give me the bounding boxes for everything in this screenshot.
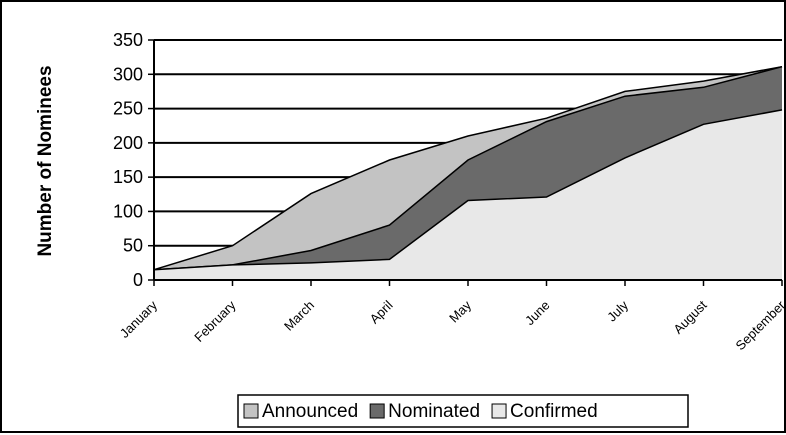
legend: Announced Nominated Confirmed	[237, 394, 689, 428]
x-tick-label: July	[604, 297, 631, 324]
y-tick-label: 250	[113, 99, 143, 119]
x-tick-label: August	[670, 297, 709, 336]
legend-swatch-nominated	[369, 403, 385, 419]
legend-swatch-confirmed	[491, 403, 507, 419]
y-tick-label: 0	[133, 270, 143, 290]
x-tick-label: February	[191, 297, 239, 345]
y-tick-label: 200	[113, 133, 143, 153]
x-tick-label: June	[522, 298, 553, 329]
legend-label-nominated: Nominated	[388, 401, 480, 422]
legend-box	[237, 394, 689, 428]
y-tick-label: 350	[113, 30, 143, 50]
area-confirmed	[154, 109, 782, 281]
y-tick-label: 100	[113, 201, 143, 221]
x-tick-label: March	[281, 298, 317, 334]
legend-label-announced: Announced	[262, 401, 358, 422]
y-tick-label: 50	[123, 236, 143, 256]
x-tick-label: January	[117, 297, 161, 341]
y-tick-label: 150	[113, 167, 143, 187]
legend-items: Announced Nominated Confirmed	[243, 401, 598, 422]
series-line-announced	[153, 65, 783, 271]
series-line-confirmed	[153, 109, 783, 271]
area-layer	[153, 65, 783, 281]
y-tick-label: 300	[113, 64, 143, 84]
x-tick-label: April	[367, 297, 396, 326]
legend-swatch-announced	[243, 403, 259, 419]
x-tick-label: September	[733, 297, 786, 353]
legend-label-confirmed: Confirmed	[510, 401, 598, 422]
x-tick-label: May	[446, 297, 474, 325]
series-line-nominated	[153, 65, 783, 271]
y-axis-title: Number of Nominees	[35, 65, 56, 256]
